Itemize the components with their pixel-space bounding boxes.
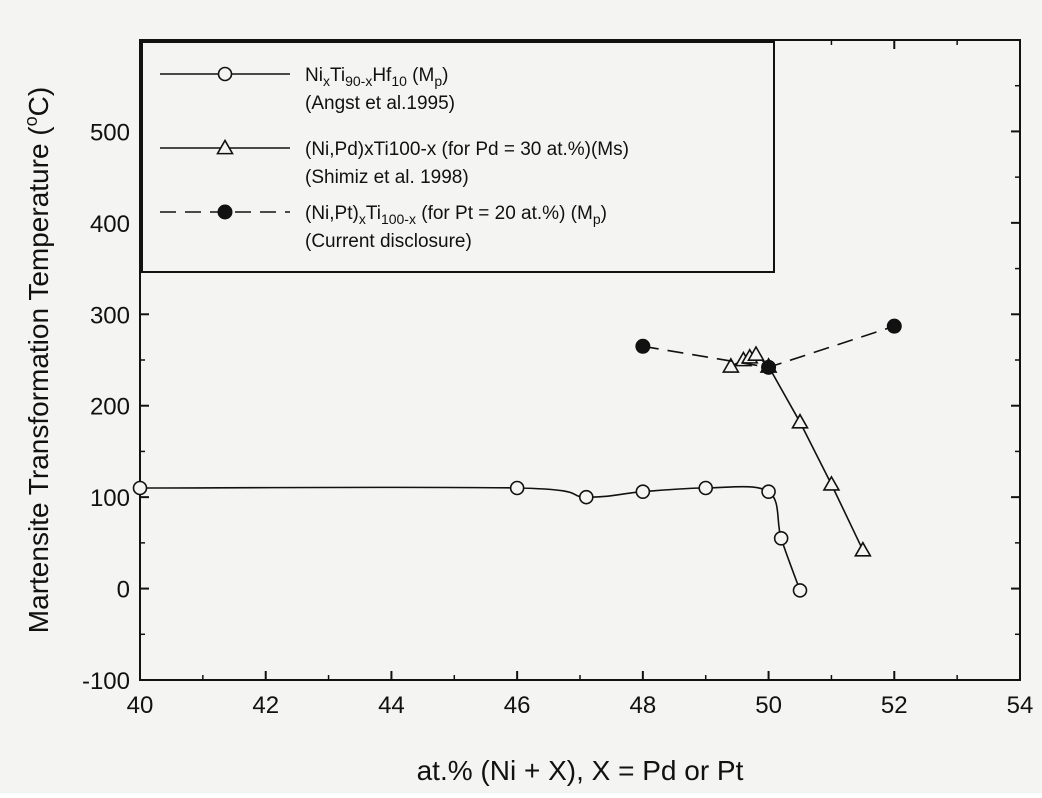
series-line — [730, 353, 864, 551]
legend-source: (Angst et al.1995) — [305, 93, 455, 114]
x-tick-label: 48 — [630, 692, 657, 719]
data-point — [886, 318, 902, 334]
y-tick-label: -100 — [82, 668, 130, 695]
legend-label-part: Hf — [372, 65, 392, 86]
series-line — [139, 485, 801, 591]
y-tick-label: 200 — [90, 394, 130, 421]
legend-box — [141, 41, 775, 273]
nipt-series — [635, 318, 902, 375]
legend-source: (Current disclosure) — [305, 231, 472, 252]
legend-label-part: Ti — [330, 65, 345, 86]
y-tick-label: 0 — [117, 577, 130, 604]
y-tick-label: 100 — [90, 485, 130, 512]
y-axis-label-main: Martensite Transformation Temperature ( — [23, 126, 54, 633]
legend-label-part: Ti — [366, 203, 381, 224]
x-tick-label: 40 — [127, 692, 154, 719]
data-point — [761, 484, 776, 499]
legend-entry-nipt: (Ni,Pt)xTi100-x (for Pt = 20 at.%) (Mp)(… — [160, 203, 607, 252]
data-point — [761, 359, 777, 375]
x-tick-label: 52 — [881, 692, 908, 719]
y-axis-label-unit: C) — [23, 87, 54, 117]
x-axis-label: at.% (Ni + X), X = Pd or Pt — [417, 755, 744, 786]
legend-label-subscript: 10 — [391, 73, 407, 89]
legend-label-subscript: p — [434, 73, 442, 89]
series-layer — [132, 318, 902, 598]
x-tick-label: 50 — [755, 692, 782, 719]
y-tick-label: 400 — [90, 211, 130, 238]
nitihf-series — [132, 480, 808, 598]
legend-marker — [217, 204, 233, 220]
legend-label-subscript: x — [323, 73, 330, 89]
data-point — [635, 484, 651, 499]
legend-label-part: Ni — [305, 65, 323, 86]
legend-label: NixTi90-xHf10 (Mp) — [305, 65, 448, 89]
data-point — [132, 480, 148, 496]
y-axis-label-degree: o — [21, 116, 41, 126]
data-point — [721, 357, 740, 373]
x-axis-ticks: 40 42 44 46 48 50 52 54 — [127, 40, 1034, 719]
y-tick-label: 500 — [90, 119, 130, 146]
legend-label-part: (Ni,Pd)xTi100-x (for Pd = 30 at.%)(Ms) — [305, 139, 629, 160]
data-point — [698, 480, 714, 496]
y-axis-label: Martensite Transformation Temperature (o… — [21, 87, 54, 633]
data-point — [822, 475, 841, 491]
y-tick-label: 300 — [90, 302, 130, 329]
y-axis-ticks: -100 0 100 200 300 400 500 — [82, 84, 1020, 695]
legend-label-part: ) — [442, 65, 448, 86]
legend-label: (Ni,Pd)xTi100-x (for Pd = 30 at.%)(Ms) — [305, 139, 629, 160]
x-tick-label: 42 — [252, 692, 279, 719]
legend-entry-nitihf: NixTi90-xHf10 (Mp) (Angst et al.1995) — [160, 65, 455, 114]
legend-label-part: (for Pt = 20 at.%) (M — [416, 203, 593, 224]
legend-marker — [217, 66, 233, 82]
data-point — [792, 583, 808, 598]
x-tick-label: 46 — [504, 692, 531, 719]
x-tick-label: 54 — [1007, 692, 1034, 719]
data-point — [509, 480, 525, 496]
data-point — [853, 541, 872, 557]
data-point — [791, 413, 809, 429]
legend-label: (Ni,Pt)xTi100-x (for Pt = 20 at.%) (Mp) — [305, 203, 607, 227]
legend-label-subscript: 100-x — [381, 211, 416, 227]
legend-entry-nipd: (Ni,Pd)xTi100-x (for Pd = 30 at.%)(Ms) (S… — [160, 138, 629, 188]
legend-label-part: ) — [601, 203, 607, 224]
legend-label-subscript: x — [359, 211, 366, 227]
legend-label-subscript: p — [593, 211, 601, 227]
x-tick-label: 44 — [378, 692, 405, 719]
legend: NixTi90-xHf10 (Mp)(Angst et al.1995)(Ni,… — [141, 41, 775, 273]
legend-marker — [216, 138, 234, 155]
data-point — [747, 345, 765, 361]
legend-label-part: (Ni,Pt) — [305, 203, 359, 224]
data-point — [635, 338, 651, 354]
legend-label-part: (M — [407, 65, 434, 86]
nipd-series — [721, 345, 872, 557]
data-point — [773, 530, 789, 546]
legend-source: (Shimiz et al. 1998) — [305, 167, 469, 188]
data-point — [578, 489, 594, 505]
legend-label-subscript: 90-x — [345, 73, 372, 89]
